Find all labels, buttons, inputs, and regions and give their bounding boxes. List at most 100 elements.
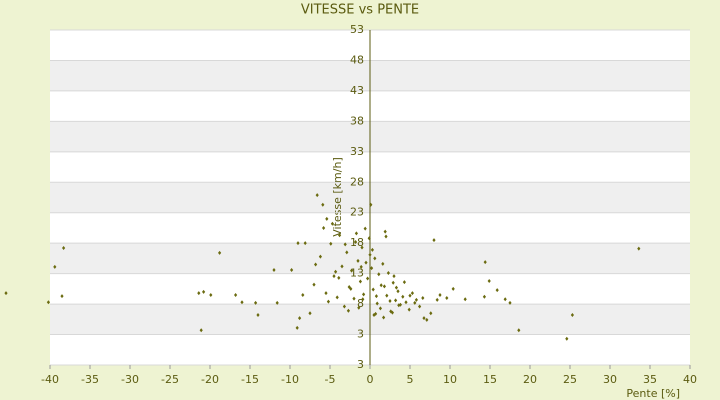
point	[565, 336, 569, 341]
point	[359, 264, 363, 269]
point	[394, 285, 398, 290]
point	[421, 296, 425, 300]
point	[408, 293, 412, 298]
point	[346, 308, 350, 313]
point	[53, 264, 57, 269]
point	[340, 264, 344, 269]
x-tick-label: 35	[643, 373, 657, 386]
point	[382, 315, 386, 320]
x-tick-label: 30	[603, 373, 617, 386]
point	[407, 307, 411, 312]
point	[315, 193, 319, 198]
point	[438, 292, 442, 297]
point	[301, 292, 305, 297]
point	[369, 202, 373, 207]
point	[326, 299, 330, 304]
point	[370, 266, 374, 271]
x-tick-label: -30	[121, 373, 139, 386]
x-tick-label: -20	[201, 373, 219, 386]
x-tick-label: 25	[563, 373, 577, 386]
x-tick-label: -35	[81, 373, 99, 386]
point	[62, 246, 66, 251]
point	[495, 288, 499, 293]
point	[382, 284, 386, 289]
point	[379, 283, 383, 288]
point	[295, 325, 299, 330]
y-tick-label: 28	[350, 175, 364, 188]
point	[290, 267, 294, 272]
x-tick-label: 15	[483, 373, 497, 386]
point	[322, 225, 326, 230]
point	[463, 297, 467, 302]
point	[296, 241, 300, 246]
point	[377, 272, 381, 277]
y-tick-label: 38	[350, 114, 364, 127]
x-tick-label: 10	[443, 373, 457, 386]
y-tick-label: 3	[357, 328, 364, 341]
point	[350, 268, 354, 273]
point	[337, 275, 341, 280]
point	[394, 298, 398, 303]
point	[218, 250, 222, 255]
point	[383, 229, 387, 234]
x-tick-label: -5	[325, 373, 336, 386]
x-tick-label: -25	[161, 373, 179, 386]
point	[199, 328, 203, 333]
point	[374, 311, 378, 316]
point	[451, 286, 455, 291]
point	[256, 313, 260, 318]
point	[388, 299, 392, 304]
point	[402, 280, 406, 285]
point	[404, 300, 408, 305]
x-tick-label: 5	[407, 373, 414, 386]
x-tick-label: -15	[241, 373, 259, 386]
point	[425, 317, 429, 322]
point	[396, 289, 400, 294]
x-tick-label: 40	[683, 373, 697, 386]
point	[363, 226, 367, 231]
point	[312, 282, 316, 287]
x-axis-title: Pente [%]	[626, 387, 680, 400]
point	[389, 309, 393, 314]
point	[390, 310, 394, 315]
y-axis-title: Vitesse [km/h]	[331, 157, 344, 237]
point	[381, 261, 385, 266]
y-tick-label: 48	[350, 53, 364, 66]
x-tick-label: -40	[41, 373, 59, 386]
point	[360, 245, 364, 250]
point	[373, 256, 377, 261]
point	[354, 231, 358, 236]
point	[367, 236, 371, 241]
point	[46, 300, 50, 305]
point	[487, 278, 491, 283]
point	[325, 216, 329, 221]
point	[308, 311, 312, 316]
point	[366, 276, 370, 281]
y-tick-label: 13	[350, 267, 364, 280]
point	[330, 221, 334, 226]
point	[398, 302, 402, 307]
point	[345, 250, 349, 255]
point	[272, 267, 276, 272]
y-tick-label: 43	[350, 84, 364, 97]
point	[303, 241, 307, 246]
x-tick-label: 0	[367, 373, 374, 386]
y-tick-label: 53	[350, 23, 364, 36]
y-tick-label: 8	[357, 297, 364, 310]
point	[392, 274, 396, 279]
point	[386, 271, 390, 276]
point	[349, 286, 353, 291]
point	[356, 258, 360, 263]
point	[384, 234, 388, 239]
point	[570, 313, 574, 318]
point	[202, 289, 206, 294]
point	[503, 297, 507, 302]
point	[234, 292, 238, 297]
point	[432, 238, 436, 243]
point	[358, 279, 362, 284]
point	[410, 291, 414, 296]
y-tick-label: 3	[357, 358, 364, 371]
point	[401, 294, 405, 299]
point	[314, 262, 318, 267]
